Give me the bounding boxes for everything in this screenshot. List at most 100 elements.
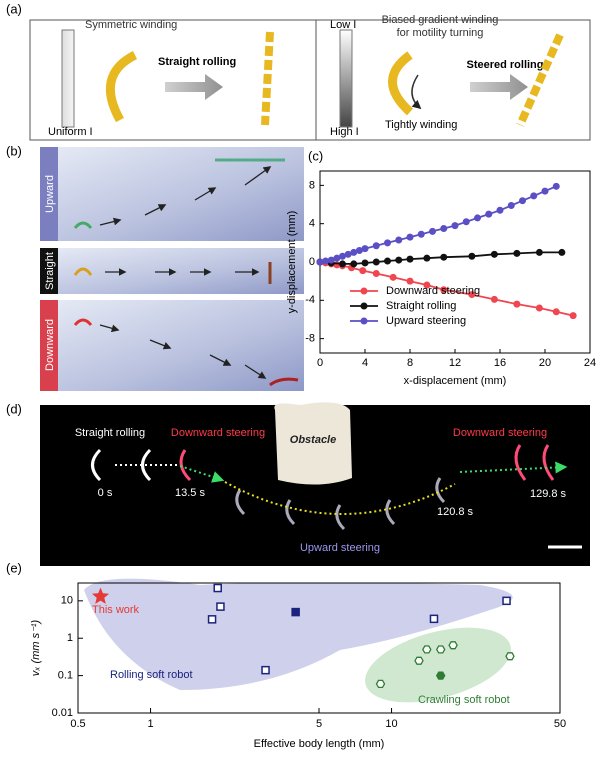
point (429, 614, 439, 624)
point (507, 201, 515, 209)
point (406, 255, 414, 263)
point (216, 602, 225, 611)
row-tab (40, 147, 58, 241)
point (389, 273, 397, 281)
helix (261, 31, 274, 126)
y-tick-label: 0.01 (52, 707, 73, 719)
uniform-bar (61, 29, 75, 128)
label: Biased gradient winding (382, 14, 499, 26)
gradient-bar (339, 29, 353, 128)
x-tick-label: 0.5 (70, 718, 85, 730)
panel-frame (29, 19, 591, 141)
point (440, 224, 448, 232)
point (429, 227, 436, 235)
point (530, 192, 538, 200)
point (361, 259, 369, 267)
y-axis-label: y-displacement (mm) (286, 211, 298, 314)
point (339, 260, 346, 268)
point (291, 607, 300, 617)
legend-label: Straight rolling (386, 300, 456, 312)
point (535, 304, 543, 312)
point (490, 295, 498, 303)
point (502, 596, 511, 606)
row-label: Straight (44, 252, 56, 290)
panel-e-regions (84, 578, 513, 703)
helix (516, 33, 564, 127)
trajectory (115, 461, 568, 515)
annotation: This work (92, 604, 140, 616)
label: Symmetric winding (85, 19, 177, 31)
point (417, 230, 425, 238)
point (344, 250, 352, 258)
y-tick-label: -8 (305, 333, 315, 345)
arrow (470, 74, 528, 100)
label: 13.5 s (175, 487, 205, 499)
point (513, 300, 521, 308)
point (316, 258, 324, 266)
panel-d: (d) Obstacle Straight rolling Downward s… (6, 401, 590, 566)
label: Uniform I (48, 126, 93, 138)
row-tab (40, 300, 58, 391)
point (207, 615, 217, 624)
point (423, 254, 431, 262)
y-tick-label: 0 (309, 256, 315, 268)
annotation: Crawling soft robot (418, 694, 510, 706)
legend-label: Upward steering (386, 315, 466, 327)
label: 0 s (98, 487, 113, 499)
label: Straight rolling (75, 427, 145, 439)
point (485, 210, 493, 218)
panel-a: (a) Symmetric winding Uniform I Straight… (6, 1, 591, 141)
curved-arrow (411, 74, 422, 110)
crawling-region (365, 627, 511, 703)
point (423, 281, 431, 289)
point (435, 671, 446, 680)
x-tick-label: 0 (317, 357, 323, 369)
point (406, 233, 414, 241)
y-tick-label: 1 (67, 632, 73, 644)
point (422, 645, 432, 654)
point (384, 239, 391, 247)
point (541, 187, 549, 195)
legend-marker (360, 302, 368, 310)
point (435, 645, 446, 654)
point (569, 312, 577, 320)
x-tick-label: 50 (554, 718, 566, 730)
y-tick-label: -4 (305, 294, 315, 306)
row-label: Upward (44, 175, 56, 213)
panel-label: (b) (6, 143, 22, 158)
point (519, 197, 526, 205)
x-tick-label: 12 (449, 357, 461, 369)
point (395, 236, 403, 244)
point (448, 641, 458, 650)
label: 120.8 s (437, 506, 474, 518)
label: Downward steering (171, 427, 265, 439)
x-tick-label: 16 (494, 357, 506, 369)
point (384, 257, 391, 265)
panel-c: (c) 0 4 8 12 16 20 24 -8 -4 0 4 8 x-displacement (mm)… (286, 148, 596, 386)
x-axis-label: Effective body length (mm) (254, 738, 385, 750)
obstacle (274, 402, 352, 485)
point (213, 583, 222, 593)
point (261, 665, 270, 675)
helix (388, 51, 414, 116)
point (350, 260, 358, 268)
robots (91, 444, 555, 531)
point (440, 286, 448, 294)
point (361, 245, 369, 253)
arrow (165, 74, 223, 100)
helix (105, 50, 138, 123)
y-tick-label: 4 (309, 218, 315, 230)
point (462, 218, 470, 226)
label: 129.8 s (530, 488, 567, 500)
point (359, 267, 367, 275)
point (375, 679, 386, 689)
point (372, 269, 380, 277)
point (322, 257, 330, 265)
point (552, 182, 560, 190)
point (414, 656, 424, 665)
row-label: Downward (44, 319, 56, 371)
series-line (319, 251, 562, 265)
panel-label: (a) (6, 1, 22, 16)
label: High I (330, 126, 359, 138)
